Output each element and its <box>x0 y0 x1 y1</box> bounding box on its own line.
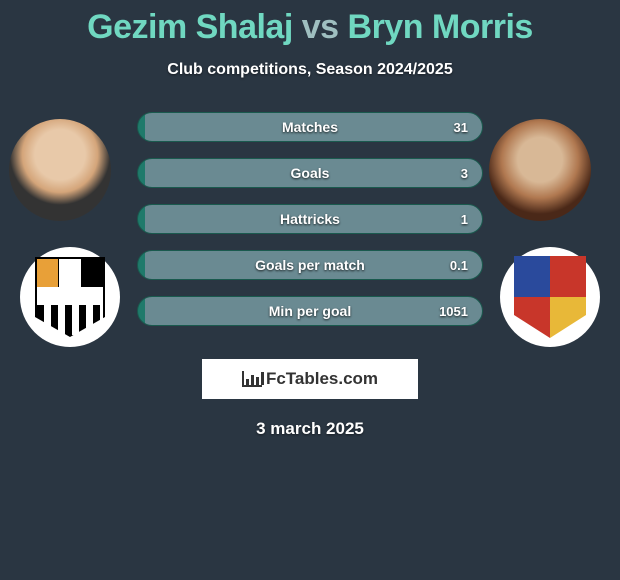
branding-box[interactable]: FcTables.com <box>202 359 418 399</box>
stat-row-hattricks: Hattricks 1 <box>137 204 483 234</box>
stat-value: 31 <box>454 120 468 135</box>
stat-label: Goals per match <box>255 257 365 273</box>
stat-label: Goals <box>291 165 330 181</box>
port-vale-crest <box>35 257 105 337</box>
stat-label: Matches <box>282 119 338 135</box>
snapshot-date: 3 march 2025 <box>0 419 620 439</box>
stat-bars: Matches 31 Goals 3 Hattricks 1 Goals per… <box>137 112 483 342</box>
stat-row-goals: Goals 3 <box>137 158 483 188</box>
stat-label: Hattricks <box>280 211 340 227</box>
stat-value: 0.1 <box>450 258 468 273</box>
comparison-content: Matches 31 Goals 3 Hattricks 1 Goals per… <box>0 109 620 349</box>
player1-club-badge <box>20 247 120 347</box>
comparison-title: Gezim Shalaj vs Bryn Morris <box>0 0 620 47</box>
player2-avatar <box>489 119 591 221</box>
stat-value: 1051 <box>439 304 468 319</box>
player1-name: Gezim Shalaj <box>87 8 293 46</box>
stat-row-goals-per-match: Goals per match 0.1 <box>137 250 483 280</box>
club-crest-right <box>514 256 586 338</box>
stat-row-matches: Matches 31 <box>137 112 483 142</box>
chart-icon <box>242 369 262 389</box>
stat-value: 3 <box>461 166 468 181</box>
player2-name: Bryn Morris <box>348 8 533 46</box>
stat-value: 1 <box>461 212 468 227</box>
site-name: FcTables.com <box>266 369 378 389</box>
vs-label: vs <box>302 8 339 46</box>
player2-club-badge <box>500 247 600 347</box>
player1-avatar <box>9 119 111 221</box>
season-subtitle: Club competitions, Season 2024/2025 <box>0 61 620 79</box>
stat-row-min-per-goal: Min per goal 1051 <box>137 296 483 326</box>
stat-label: Min per goal <box>269 303 351 319</box>
